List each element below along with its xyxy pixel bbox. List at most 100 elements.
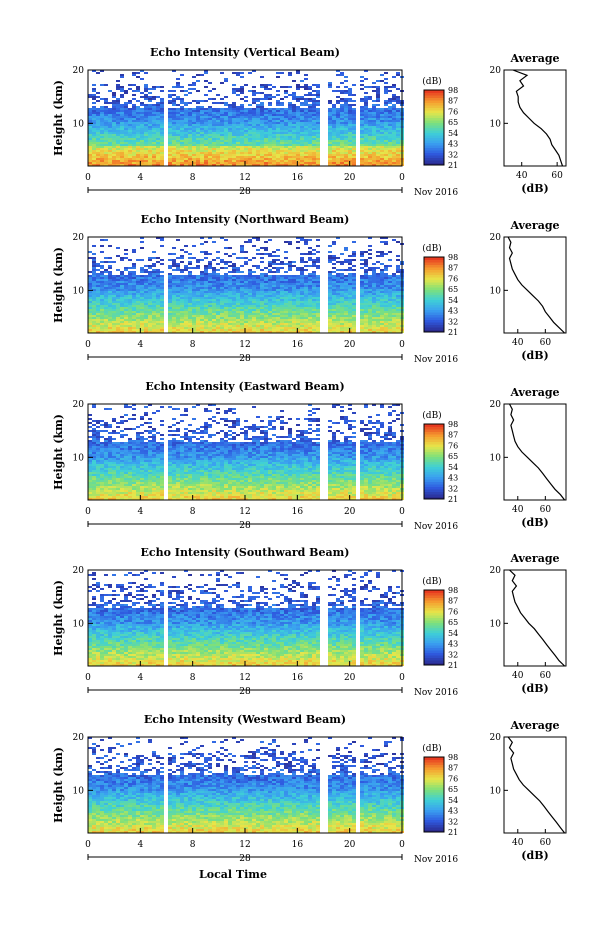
heatmap-cell <box>300 267 304 269</box>
heatmap-cell <box>272 301 276 303</box>
heatmap-cell <box>112 150 116 152</box>
heatmap-cell <box>204 138 208 140</box>
heatmap-cell <box>152 283 156 285</box>
heatmap-cell <box>276 116 280 118</box>
heatmap-cell <box>88 271 92 273</box>
heatmap-cell <box>372 104 376 106</box>
heatmap-cell <box>276 311 280 313</box>
heatmap-cell <box>132 291 136 293</box>
colorbar-step <box>424 130 444 133</box>
heatmap-cell <box>316 124 320 126</box>
heatmap-cell <box>396 311 400 313</box>
heatmap-cell <box>88 313 92 315</box>
heatmap-cell <box>116 138 120 140</box>
heatmap-cell <box>120 148 124 150</box>
heatmap-cell <box>228 287 232 289</box>
heatmap-cell <box>160 323 164 325</box>
heatmap-cell <box>340 112 344 114</box>
heatmap-cell <box>140 116 144 118</box>
heatmap-cell <box>92 261 96 263</box>
heatmap-cell <box>340 164 344 166</box>
heatmap-cell <box>236 156 240 158</box>
heatmap-cell <box>140 321 144 323</box>
heatmap-cell <box>312 287 316 289</box>
heatmap-cell <box>264 84 268 86</box>
heatmap-cell <box>184 94 188 96</box>
heatmap-cell <box>204 158 208 160</box>
heatmap-cell <box>328 110 332 112</box>
heatmap-cell <box>296 98 300 100</box>
heatmap-cell <box>216 317 220 319</box>
heatmap-cell <box>268 128 272 130</box>
heatmap-cell <box>116 102 120 104</box>
heatmap-cell <box>332 255 336 257</box>
heatmap-cell <box>256 134 260 136</box>
heatmap-cell <box>204 265 208 267</box>
heatmap-cell <box>292 154 296 156</box>
heatmap-cell <box>232 269 236 271</box>
heatmap-cell <box>220 82 224 84</box>
heatmap-cell <box>292 146 296 148</box>
heatmap-cell <box>124 305 128 307</box>
heatmap-cell <box>276 317 280 319</box>
heatmap-cell <box>120 313 124 315</box>
heatmap-cell <box>364 158 368 160</box>
heatmap-cell <box>364 122 368 124</box>
heatmap-cell <box>232 301 236 303</box>
heatmap-cell <box>120 152 124 154</box>
heatmap-cell <box>288 162 292 164</box>
heatmap-cell <box>280 285 284 287</box>
heatmap-cell <box>220 124 224 126</box>
heatmap-cell <box>208 152 212 154</box>
heatmap-cell <box>128 128 132 130</box>
heatmap-cell <box>304 124 308 126</box>
heatmap-cell <box>168 160 172 162</box>
heatmap-cell <box>384 265 388 267</box>
heatmap-cell <box>260 295 264 297</box>
heatmap-cell <box>348 291 352 293</box>
heatmap-cell <box>220 108 224 110</box>
heatmap-cell <box>288 144 292 146</box>
heatmap-cell <box>208 311 212 313</box>
heatmap-cell <box>312 142 316 144</box>
heatmap-cell <box>384 313 388 315</box>
heatmap-cell <box>264 247 268 249</box>
heatmap-cell <box>396 124 400 126</box>
heatmap-cell <box>212 283 216 285</box>
heatmap-cell <box>264 283 268 285</box>
heatmap-cell <box>256 309 260 311</box>
heatmap-cell <box>316 303 320 305</box>
heatmap-cell <box>288 104 292 106</box>
heatmap-cell <box>180 128 184 130</box>
heatmap-cell <box>340 297 344 299</box>
heatmap-cell <box>184 277 188 279</box>
heatmap-cell <box>276 267 280 269</box>
heatmap-cell <box>148 275 152 277</box>
heatmap-cell <box>180 261 184 263</box>
heatmap-cell <box>152 130 156 132</box>
heatmap-cell <box>128 114 132 116</box>
heatmap-cell <box>352 293 356 295</box>
heatmap-cell <box>120 281 124 283</box>
heatmap-cell <box>152 305 156 307</box>
heatmap-cell <box>268 126 272 128</box>
heatmap-cell <box>152 315 156 317</box>
heatmap-cell <box>260 86 264 88</box>
heatmap-cell <box>384 72 388 74</box>
heatmap-cell <box>308 150 312 152</box>
heatmap-cell <box>160 140 164 142</box>
heatmap-cell <box>280 110 284 112</box>
heatmap-cell <box>288 265 292 267</box>
heatmap-cell <box>340 134 344 136</box>
heatmap-cell <box>268 311 272 313</box>
heatmap-cell <box>152 317 156 319</box>
heatmap-cell <box>196 134 200 136</box>
heatmap-cell <box>92 132 96 134</box>
heatmap-cell <box>312 313 316 315</box>
heatmap-cell <box>280 287 284 289</box>
heatmap-cell <box>248 122 252 124</box>
heatmap-cell <box>188 311 192 313</box>
heatmap-cell <box>160 144 164 146</box>
heatmap-cell <box>156 122 160 124</box>
heatmap-cell <box>204 128 208 130</box>
